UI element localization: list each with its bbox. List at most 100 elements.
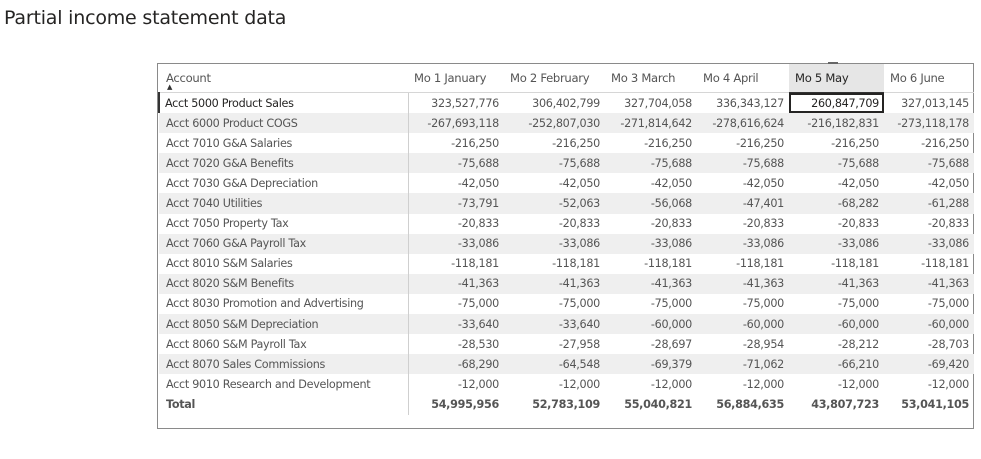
value-cell[interactable]: -69,379 bbox=[605, 354, 697, 375]
table-row[interactable]: Acct 7020 G&A Benefits -75,688 -75,688 -75,… bbox=[159, 153, 974, 174]
value-cell[interactable]: -75,000 bbox=[457, 297, 499, 311]
column-header-account[interactable]: Account ▲ bbox=[159, 64, 408, 93]
value-cell[interactable]: -33,086 bbox=[789, 233, 884, 254]
value-cell[interactable]: -75,688 bbox=[504, 153, 605, 174]
value-cell[interactable]: 327,013,145 bbox=[901, 96, 969, 110]
value-cell[interactable]: -33,640 bbox=[408, 314, 504, 335]
table-row[interactable]: Acct 6000 Product COGS -267,693,118 -252,8… bbox=[159, 113, 974, 134]
value-cell[interactable]: -273,118,178 bbox=[884, 113, 974, 134]
account-cell[interactable]: Acct 7020 G&A Benefits bbox=[159, 153, 409, 174]
value-cell[interactable]: -28,530 bbox=[457, 337, 499, 351]
value-cell[interactable]: -42,050 bbox=[558, 176, 600, 190]
table-row[interactable]: Acct 5000 Product Sales 323,527,776 306,40… bbox=[158, 92, 974, 114]
account-cell[interactable]: Acct 7010 G&A Salaries bbox=[159, 133, 409, 154]
value-cell[interactable]: -75,688 bbox=[408, 153, 504, 174]
column-header-mo6[interactable]: Mo 6 June bbox=[884, 64, 974, 93]
value-cell[interactable]: -41,363 bbox=[605, 273, 697, 294]
value-cell[interactable]: -68,282 bbox=[789, 193, 884, 214]
value-cell[interactable]: -216,182,831 bbox=[789, 113, 884, 134]
value-cell[interactable]: -33,086 bbox=[504, 233, 605, 254]
value-cell[interactable]: -75,000 bbox=[558, 297, 600, 311]
value-cell[interactable]: -20,833 bbox=[742, 217, 784, 231]
value-cell[interactable]: -73,791 bbox=[408, 193, 504, 214]
value-cell[interactable]: -75,000 bbox=[927, 297, 969, 311]
value-cell[interactable]: -41,363 bbox=[408, 273, 504, 294]
value-cell[interactable]: -42,050 bbox=[457, 176, 499, 190]
value-cell[interactable]: -267,693,118 bbox=[408, 113, 504, 134]
value-cell[interactable]: -41,363 bbox=[884, 273, 974, 294]
account-cell[interactable]: Acct 8060 S&M Payroll Tax bbox=[159, 334, 409, 355]
value-cell[interactable]: -118,181 bbox=[736, 257, 784, 271]
value-cell[interactable]: -27,958 bbox=[558, 337, 600, 351]
value-cell[interactable]: -69,420 bbox=[884, 354, 974, 375]
value-cell[interactable]: -33,086 bbox=[605, 233, 697, 254]
value-cell[interactable]: -20,833 bbox=[558, 217, 600, 231]
value-cell[interactable]: -12,000 bbox=[837, 377, 879, 391]
value-cell[interactable]: 323,527,776 bbox=[431, 96, 499, 110]
value-cell[interactable]: -12,000 bbox=[457, 377, 499, 391]
value-cell[interactable]: -216,250 bbox=[831, 136, 879, 150]
value-cell[interactable]: -60,000 bbox=[884, 314, 974, 335]
account-cell[interactable]: Acct 9010 Research and Development bbox=[159, 374, 409, 395]
value-cell[interactable]: 306,402,799 bbox=[532, 96, 600, 110]
value-cell[interactable]: -47,401 bbox=[697, 193, 789, 214]
value-cell[interactable]: 327,704,058 bbox=[624, 96, 692, 110]
value-cell[interactable]: -252,807,030 bbox=[504, 113, 605, 134]
value-cell[interactable]: -216,250 bbox=[644, 136, 692, 150]
value-cell[interactable]: -12,000 bbox=[927, 377, 969, 391]
value-cell[interactable]: -33,086 bbox=[408, 233, 504, 254]
value-cell[interactable]: -60,000 bbox=[789, 314, 884, 335]
value-cell[interactable]: -216,250 bbox=[552, 136, 600, 150]
account-cell[interactable]: Acct 8030 Promotion and Advertising bbox=[159, 293, 409, 315]
value-cell[interactable]: -56,068 bbox=[605, 193, 697, 214]
value-cell[interactable]: -75,688 bbox=[697, 153, 789, 174]
value-cell[interactable]: -118,181 bbox=[831, 257, 879, 271]
value-cell[interactable]: -75,688 bbox=[884, 153, 974, 174]
value-cell[interactable]: -41,363 bbox=[789, 273, 884, 294]
value-cell[interactable]: -28,212 bbox=[837, 337, 879, 351]
table-visual[interactable]: Account ▲ Mo 1 January Mo 2 February Mo … bbox=[157, 62, 974, 429]
column-header-mo2[interactable]: Mo 2 February bbox=[504, 64, 605, 93]
column-header-mo3[interactable]: Mo 3 March bbox=[605, 64, 697, 93]
value-cell[interactable]: -42,050 bbox=[650, 176, 692, 190]
value-cell[interactable]: -12,000 bbox=[742, 377, 784, 391]
column-header-mo5[interactable]: Mo 5 May bbox=[789, 64, 884, 93]
table-row[interactable]: Acct 8060 S&M Payroll Tax -28,530 -27,958 -… bbox=[159, 334, 974, 355]
value-cell[interactable]: -66,210 bbox=[789, 354, 884, 375]
value-cell[interactable]: -118,181 bbox=[552, 257, 600, 271]
account-cell[interactable]: Acct 8050 S&M Depreciation bbox=[159, 314, 409, 335]
value-cell[interactable]: -278,616,624 bbox=[697, 113, 789, 134]
table-row[interactable]: Acct 7010 G&A Salaries -216,250 -216,250 -2… bbox=[159, 133, 974, 154]
value-cell[interactable]: -61,288 bbox=[884, 193, 974, 214]
value-cell[interactable]: -60,000 bbox=[697, 314, 789, 335]
table-row[interactable]: Acct 8030 Promotion and Advertising -75,0… bbox=[159, 293, 974, 315]
value-cell[interactable]: -12,000 bbox=[650, 377, 692, 391]
value-cell[interactable]: 336,343,127 bbox=[716, 96, 784, 110]
value-cell[interactable]: -75,688 bbox=[789, 153, 884, 174]
value-cell[interactable]: -60,000 bbox=[605, 314, 697, 335]
value-cell[interactable]: -28,954 bbox=[742, 337, 784, 351]
account-cell[interactable]: Acct 7040 Utilities bbox=[159, 193, 409, 214]
column-header-mo1[interactable]: Mo 1 January bbox=[408, 64, 504, 93]
visual-grip-handle[interactable] bbox=[828, 62, 838, 64]
value-cell[interactable]: -271,814,642 bbox=[605, 113, 697, 134]
account-cell[interactable]: Acct 7060 G&A Payroll Tax bbox=[159, 233, 409, 254]
value-cell[interactable]: -33,086 bbox=[697, 233, 789, 254]
table-row[interactable]: Acct 7040 Utilities -73,791 -52,063 -56,068… bbox=[159, 193, 974, 214]
value-cell[interactable]: -20,833 bbox=[837, 217, 879, 231]
value-cell[interactable]: -118,181 bbox=[921, 257, 969, 271]
value-cell[interactable]: -68,290 bbox=[408, 354, 504, 375]
account-cell[interactable]: Acct 8010 S&M Salaries bbox=[159, 253, 409, 274]
value-cell[interactable]: -216,250 bbox=[736, 136, 784, 150]
value-cell[interactable]: -75,000 bbox=[650, 297, 692, 311]
value-cell[interactable]: -118,181 bbox=[451, 257, 499, 271]
account-cell[interactable]: Acct 5000 Product Sales bbox=[158, 92, 409, 114]
value-cell[interactable]: -75,000 bbox=[837, 297, 879, 311]
table-row[interactable]: Acct 8070 Sales Commissions -68,290 -64,54… bbox=[159, 354, 974, 375]
account-cell[interactable]: Acct 7030 G&A Depreciation bbox=[159, 173, 409, 194]
value-cell[interactable]: -28,697 bbox=[650, 337, 692, 351]
value-cell[interactable]: 260,847,709 bbox=[789, 92, 884, 114]
value-cell[interactable]: -118,181 bbox=[644, 257, 692, 271]
table-row[interactable]: Acct 7050 Property Tax -20,833 -20,833 -20,… bbox=[159, 213, 974, 234]
table-row[interactable]: Acct 8050 S&M Depreciation -33,640 -33,640… bbox=[159, 314, 974, 335]
